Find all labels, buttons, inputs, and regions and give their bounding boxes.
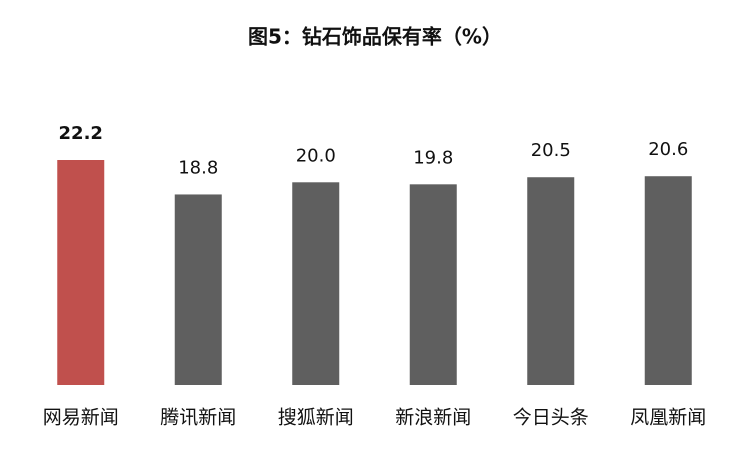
- data-label: 20.5: [531, 140, 571, 161]
- x-tick-label: 腾讯新闻: [160, 407, 236, 429]
- bar: [409, 184, 457, 385]
- x-tick-label: 新浪新闻: [395, 407, 471, 429]
- x-tick-label: 凤凰新闻: [630, 407, 706, 429]
- x-tick-label: 今日头条: [513, 407, 589, 429]
- x-tick-label: 网易新闻: [43, 407, 119, 429]
- bar: [527, 177, 575, 385]
- data-label: 18.8: [178, 157, 218, 178]
- data-label: 22.2: [59, 123, 103, 144]
- x-tick-label: 搜狐新闻: [278, 407, 354, 429]
- data-label: 19.8: [413, 147, 453, 168]
- data-label: 20.6: [648, 139, 688, 160]
- chart-title: 图5：钻石饰品保有率（%）: [248, 25, 502, 49]
- bar: [174, 194, 222, 385]
- bar: [292, 182, 340, 385]
- bar: [644, 176, 692, 385]
- data-label: 20.0: [296, 145, 336, 166]
- bar: [57, 160, 105, 385]
